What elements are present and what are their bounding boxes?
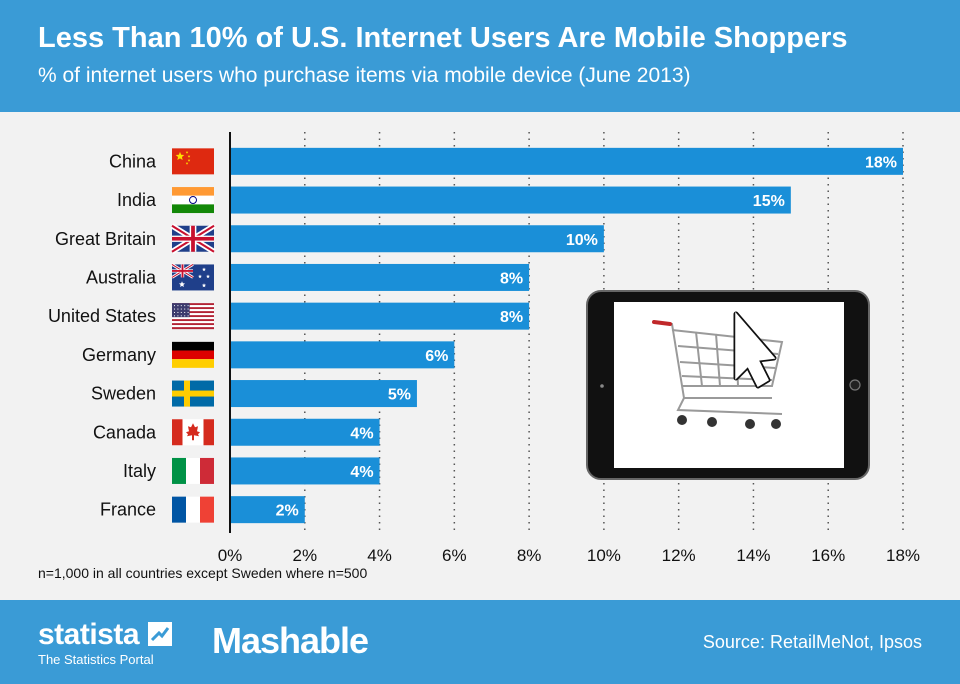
mashable-logo: Mashable — [212, 620, 369, 661]
india-flag-icon — [172, 187, 214, 214]
chart-area: 18% China 15% India 10% Great Britain 8% Austra… — [0, 112, 960, 600]
category-label: France — [100, 500, 156, 520]
bar — [231, 186, 791, 214]
x-tick-label: 12% — [662, 546, 696, 565]
china-flag-icon — [172, 148, 214, 175]
category-label: United States — [48, 306, 156, 326]
x-tick-label: 6% — [442, 546, 467, 565]
sweden-flag-icon — [172, 380, 214, 407]
canada-flag-icon — [172, 419, 214, 446]
australia-flag-icon — [171, 263, 214, 291]
tablet-shopping-cart-illustration — [586, 290, 870, 480]
category-label: Australia — [86, 267, 157, 287]
x-tick-label: 16% — [811, 546, 845, 565]
x-tick-label: 0% — [218, 546, 243, 565]
uk-flag-icon — [170, 223, 216, 255]
bar — [231, 225, 604, 253]
x-tick-label: 2% — [292, 546, 317, 565]
bar-chart: 18% China 15% India 10% Great Britain 8% Austra… — [48, 132, 920, 565]
italy-flag-icon — [172, 457, 214, 484]
footnote: n=1,000 in all countries except Sweden w… — [38, 565, 368, 581]
statista-logo-icon — [148, 622, 172, 646]
bar-value-label: 4% — [350, 464, 373, 481]
x-tick-label: 8% — [517, 546, 542, 565]
france-flag-icon — [172, 496, 214, 523]
usa-flag-icon — [172, 303, 214, 330]
bar-value-label: 8% — [500, 270, 523, 287]
x-tick-label: 18% — [886, 546, 920, 565]
bar — [231, 341, 455, 369]
footer: statista The Statistics Portal Mashable … — [0, 600, 960, 684]
statista-logo: statista — [38, 618, 140, 651]
bar-value-label: 15% — [753, 193, 785, 210]
category-label: India — [117, 190, 157, 210]
statista-tagline: The Statistics Portal — [38, 652, 154, 667]
bar — [231, 380, 417, 408]
category-label: Italy — [123, 461, 156, 481]
bar-value-label: 5% — [388, 387, 411, 404]
bar-value-label: 10% — [566, 232, 598, 249]
bar — [231, 457, 380, 485]
x-tick-label: 10% — [587, 546, 621, 565]
category-label: Great Britain — [55, 229, 156, 249]
germany-flag-icon — [172, 341, 214, 368]
chart-subtitle: % of internet users who purchase items v… — [38, 64, 691, 87]
source-text: Source: RetailMeNot, Ipsos — [702, 632, 922, 652]
bar-value-label: 6% — [425, 348, 448, 365]
bar-value-label: 18% — [865, 154, 897, 171]
bar-value-label: 2% — [276, 503, 299, 520]
category-label: Canada — [93, 422, 157, 442]
bar — [231, 263, 530, 291]
category-label: China — [109, 151, 157, 171]
x-tick-label: 14% — [736, 546, 770, 565]
category-label: Germany — [82, 345, 156, 365]
bar — [231, 496, 305, 524]
bar — [231, 302, 530, 330]
x-tick-label: 4% — [367, 546, 392, 565]
header: Less Than 10% of U.S. Internet Users Are… — [0, 0, 960, 112]
bar — [231, 147, 903, 175]
category-label: Sweden — [91, 384, 156, 404]
bar-value-label: 4% — [350, 425, 373, 442]
bar — [231, 418, 380, 446]
bar-value-label: 8% — [500, 309, 523, 326]
chart-title: Less Than 10% of U.S. Internet Users Are… — [38, 22, 848, 54]
